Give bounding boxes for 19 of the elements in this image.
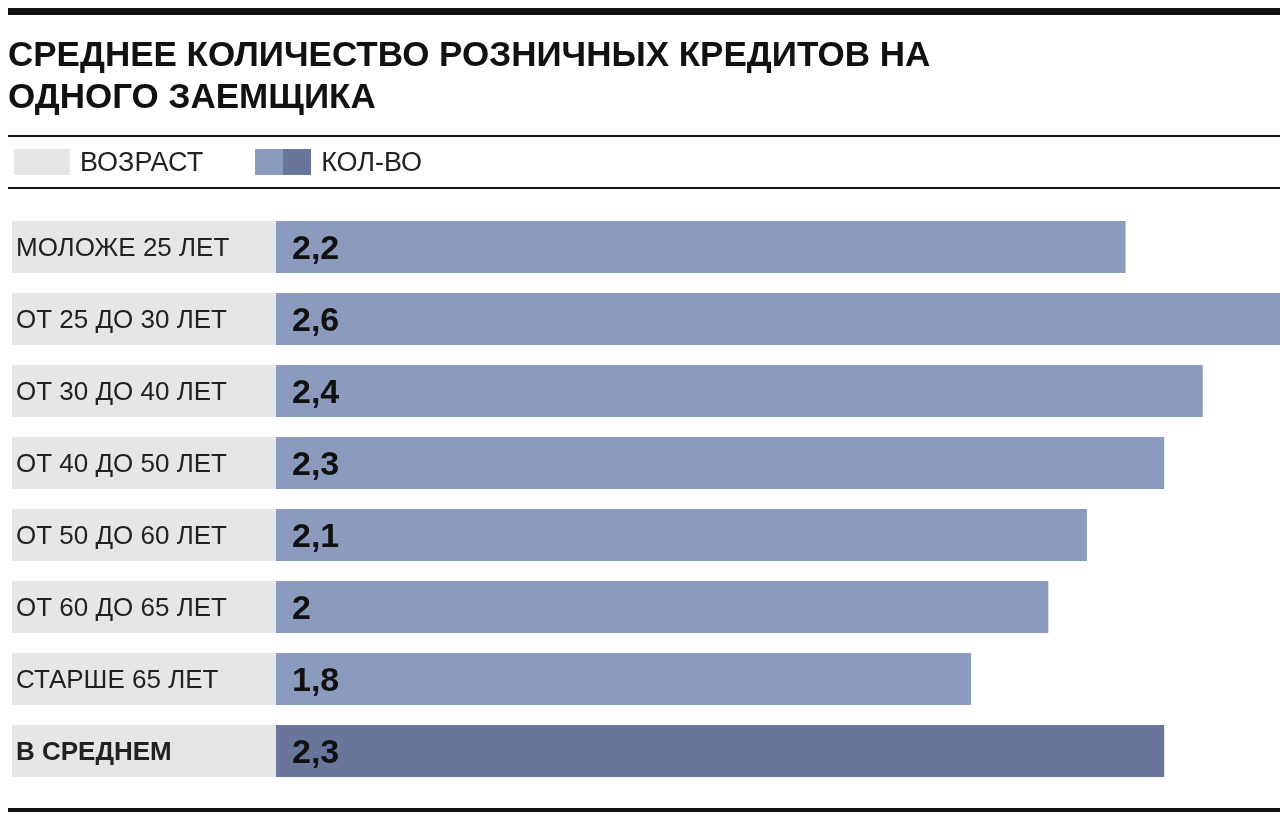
data-label: 2,2: [292, 228, 340, 267]
data-label: 2,1: [292, 516, 340, 555]
y-tick-label: СТАРШЕ 65 ЛЕТ: [16, 664, 219, 695]
chart-title: СРЕДНЕЕ КОЛИЧЕСТВО РОЗНИЧНЫХ КРЕДИТОВ НА ОДНОГО ЗАЕМЩИКА: [8, 33, 932, 117]
data-label: 2: [292, 588, 311, 627]
y-axis-title: ВОЗРАСТ: [80, 146, 204, 178]
data-label: 2,6: [292, 300, 340, 339]
data-label: 2,3: [292, 732, 340, 771]
data-label: 2,3: [292, 444, 340, 483]
y-tick-label: ОТ 60 ДО 65 ЛЕТ: [16, 592, 228, 623]
legend-label: КОЛ-ВО: [321, 146, 423, 178]
y-tick-label: МОЛОЖЕ 25 ЛЕТ: [16, 232, 230, 263]
y-tick-label: ОТ 30 ДО 40 ЛЕТ: [16, 376, 228, 407]
y-tick-label: ОТ 50 ДО 60 ЛЕТ: [16, 520, 228, 551]
y-tick-label: В СРЕДНЕМ: [16, 736, 172, 767]
y-tick-label: ОТ 40 ДО 50 ЛЕТ: [16, 448, 228, 479]
data-label: 1,8: [292, 660, 340, 699]
data-label: 2,4: [292, 372, 340, 411]
y-tick-label: ОТ 25 ДО 30 ЛЕТ: [16, 304, 228, 335]
